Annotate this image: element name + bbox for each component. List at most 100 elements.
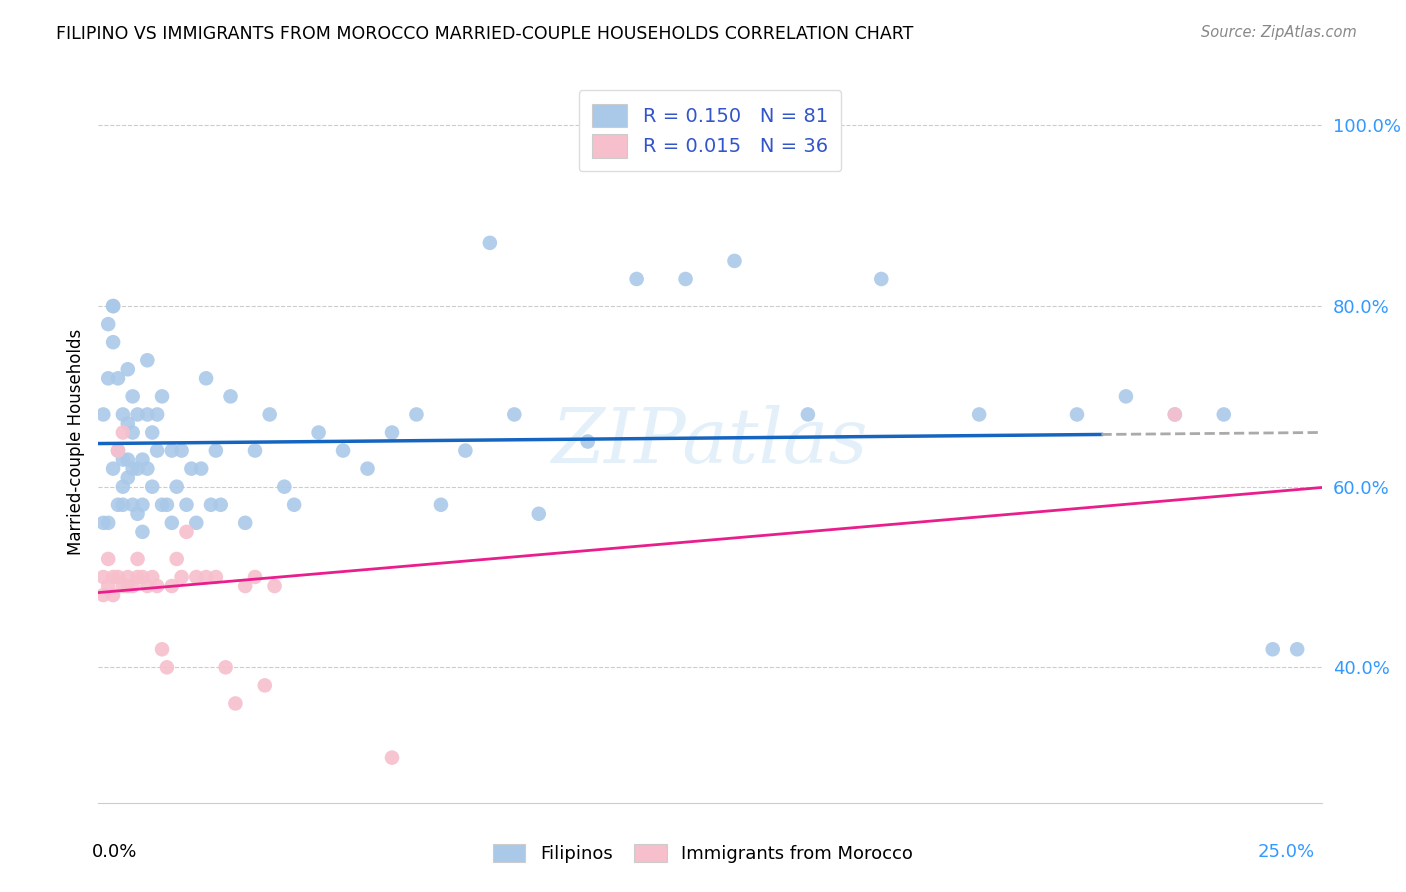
Point	[527, 507, 550, 521]
Point	[797, 408, 820, 422]
Point	[97, 552, 120, 566]
Point	[454, 443, 477, 458]
Point	[160, 443, 183, 458]
Point	[131, 524, 153, 539]
Point	[107, 498, 129, 512]
Point	[1115, 389, 1137, 403]
Point	[1212, 408, 1234, 422]
Point	[101, 335, 124, 350]
Point	[243, 570, 266, 584]
Point	[259, 408, 281, 422]
Point	[1066, 408, 1088, 422]
Point	[967, 408, 990, 422]
Point	[219, 389, 242, 403]
Point	[478, 235, 501, 250]
Point	[127, 570, 149, 584]
Point	[127, 552, 149, 566]
Text: Source: ZipAtlas.com: Source: ZipAtlas.com	[1201, 25, 1357, 40]
Point	[186, 516, 208, 530]
Point	[283, 498, 305, 512]
Point	[107, 570, 129, 584]
Point	[576, 434, 599, 449]
Point	[107, 443, 129, 458]
Point	[127, 408, 149, 422]
Point	[405, 408, 427, 422]
Point	[233, 516, 256, 530]
Point	[166, 480, 188, 494]
Point	[156, 498, 179, 512]
Text: 0.0%: 0.0%	[91, 843, 136, 861]
Point	[101, 461, 124, 475]
Point	[141, 570, 163, 584]
Point	[97, 516, 120, 530]
Point	[127, 507, 149, 521]
Point	[186, 570, 208, 584]
Legend: Filipinos, Immigrants from Morocco: Filipinos, Immigrants from Morocco	[484, 835, 922, 872]
Point	[117, 579, 139, 593]
Point	[723, 254, 745, 268]
Point	[117, 362, 139, 376]
Point	[146, 579, 169, 593]
Point	[146, 408, 169, 422]
Point	[1261, 642, 1284, 657]
Point	[121, 389, 143, 403]
Point	[121, 498, 143, 512]
Point	[205, 443, 228, 458]
Point	[91, 588, 114, 602]
Point	[111, 498, 134, 512]
Point	[91, 516, 114, 530]
Point	[117, 452, 139, 467]
Point	[150, 498, 173, 512]
Point	[111, 579, 134, 593]
Point	[111, 480, 134, 494]
Point	[111, 452, 134, 467]
Point	[675, 272, 697, 286]
Point	[150, 389, 173, 403]
Point	[101, 588, 124, 602]
Point	[131, 452, 153, 467]
Point	[273, 480, 295, 494]
Point	[430, 498, 453, 512]
Point	[141, 480, 163, 494]
Point	[503, 408, 526, 422]
Point	[111, 408, 134, 422]
Point	[332, 443, 354, 458]
Point	[195, 570, 218, 584]
Point	[101, 570, 124, 584]
Point	[233, 579, 256, 593]
Point	[1286, 642, 1309, 657]
Point	[200, 498, 222, 512]
Point	[107, 443, 129, 458]
Point	[205, 570, 228, 584]
Point	[176, 524, 198, 539]
Point	[381, 425, 404, 440]
Point	[381, 750, 404, 764]
Point	[146, 443, 169, 458]
Point	[97, 579, 120, 593]
Point	[209, 498, 232, 512]
Point	[150, 642, 173, 657]
Point	[253, 678, 276, 692]
Point	[214, 660, 236, 674]
Text: 25.0%: 25.0%	[1257, 843, 1315, 861]
Point	[170, 443, 193, 458]
Text: FILIPINO VS IMMIGRANTS FROM MOROCCO MARRIED-COUPLE HOUSEHOLDS CORRELATION CHART: FILIPINO VS IMMIGRANTS FROM MOROCCO MARR…	[56, 25, 914, 43]
Point	[111, 425, 134, 440]
Point	[91, 570, 114, 584]
Point	[195, 371, 218, 385]
Point	[166, 552, 188, 566]
Point	[356, 461, 378, 475]
Point	[243, 443, 266, 458]
Point	[176, 498, 198, 512]
Point	[308, 425, 330, 440]
Point	[263, 579, 285, 593]
Point	[136, 579, 159, 593]
Point	[160, 579, 183, 593]
Point	[131, 570, 153, 584]
Point	[121, 425, 143, 440]
Point	[117, 570, 139, 584]
Point	[127, 461, 149, 475]
Point	[190, 461, 212, 475]
Text: ZIPatlas: ZIPatlas	[551, 405, 869, 478]
Y-axis label: Married-couple Households: Married-couple Households	[66, 328, 84, 555]
